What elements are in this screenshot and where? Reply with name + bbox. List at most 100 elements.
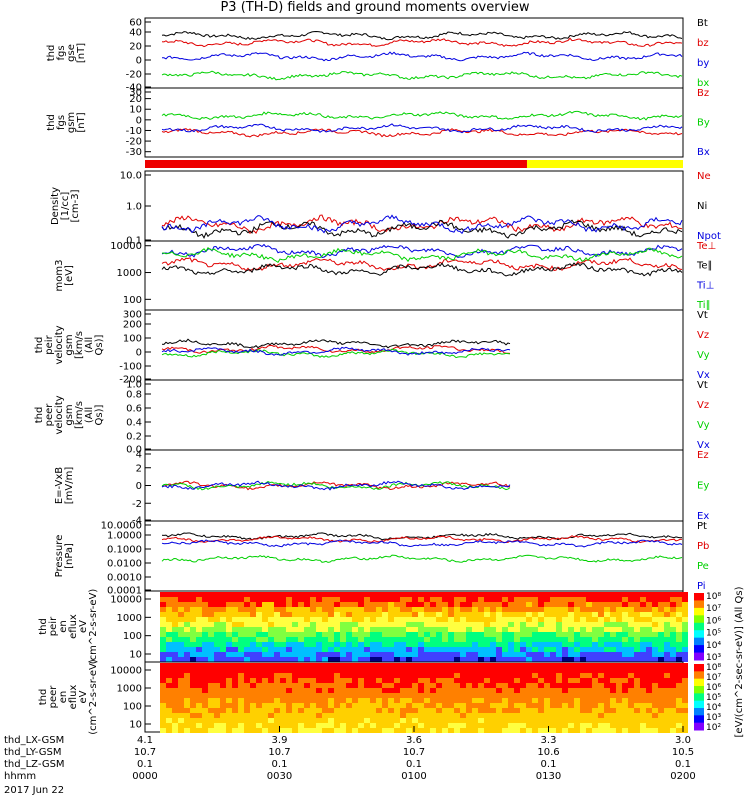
heatmap-cell — [334, 597, 340, 602]
heatmap-cell — [682, 592, 688, 597]
heatmap-cell — [514, 647, 520, 652]
heatmap-cell — [436, 612, 442, 617]
heatmap-cell — [352, 617, 358, 622]
heatmap-cell — [676, 657, 682, 662]
heatmap-cell — [214, 678, 220, 683]
heatmap-cell — [592, 688, 598, 693]
heatmap-cell — [388, 693, 394, 698]
heatmap-cell — [340, 723, 346, 728]
heatmap-cell — [172, 713, 178, 718]
heatmap-cell — [172, 683, 178, 688]
heatmap-cell — [568, 597, 574, 602]
heatmap-cell — [286, 703, 292, 708]
heatmap-cell — [394, 612, 400, 617]
heatmap-cell — [382, 607, 388, 612]
heatmap-cell — [442, 718, 448, 723]
heatmap-cell — [382, 678, 388, 683]
heatmap-cell — [292, 657, 298, 662]
heatmap-cell — [346, 728, 352, 733]
heatmap-cell — [238, 637, 244, 642]
series-line-Ne — [161, 214, 683, 234]
heatmap-cell — [280, 622, 286, 627]
heatmap-cell — [346, 703, 352, 708]
heatmap-cell — [340, 592, 346, 597]
heatmap-cell — [370, 723, 376, 728]
heatmap-cell — [160, 718, 166, 723]
heatmap-cell — [412, 663, 418, 668]
heatmap-cell — [424, 647, 430, 652]
heatmap-cell — [322, 713, 328, 718]
colorbar-segment — [694, 664, 704, 672]
heatmap-cell — [436, 592, 442, 597]
heatmap-cell — [424, 617, 430, 622]
ytick-label: -30 — [126, 147, 142, 158]
heatmap-cell — [286, 647, 292, 652]
heatmap-cell — [622, 652, 628, 657]
heatmap-cell — [478, 723, 484, 728]
heatmap-cell — [562, 713, 568, 718]
heatmap-cell — [658, 607, 664, 612]
colorbar-segment — [694, 693, 704, 702]
heatmap-cell — [550, 723, 556, 728]
series-line-Vx — [161, 346, 511, 356]
heatmap-cell — [670, 668, 676, 673]
heatmap-cell — [658, 663, 664, 668]
heatmap-cell — [262, 632, 268, 637]
heatmap-cell — [646, 708, 652, 713]
heatmap-cell — [202, 627, 208, 632]
heatmap-cell — [586, 713, 592, 718]
heatmap-cell — [508, 688, 514, 693]
heatmap-cell — [334, 668, 340, 673]
heatmap-cell — [628, 683, 634, 688]
heatmap-cell — [232, 657, 238, 662]
heatmap-cell — [586, 693, 592, 698]
heatmap-cell — [178, 652, 184, 657]
heatmap-cell — [454, 602, 460, 607]
heatmap-cell — [466, 632, 472, 637]
colorbar-segment — [694, 671, 704, 680]
heatmap-cell — [400, 642, 406, 647]
heatmap-cell — [574, 703, 580, 708]
heatmap-cell — [430, 728, 436, 733]
colorbar-segment — [694, 600, 704, 609]
heatmap-cell — [682, 607, 688, 612]
heatmap-cell — [358, 723, 364, 728]
heatmap-cell — [304, 657, 310, 662]
heatmap-cell — [538, 637, 544, 642]
heatmap-cell — [544, 652, 550, 657]
heatmap-cell — [544, 678, 550, 683]
heatmap-cell — [574, 642, 580, 647]
heatmap-cell — [646, 642, 652, 647]
heatmap-cell — [436, 622, 442, 627]
heatmap-cell — [502, 723, 508, 728]
heatmap-cell — [382, 693, 388, 698]
heatmap-cell — [550, 647, 556, 652]
heatmap-cell — [322, 703, 328, 708]
heatmap-cell — [268, 637, 274, 642]
heatmap-cell — [310, 678, 316, 683]
heatmap-cell — [454, 657, 460, 662]
heatmap-cell — [658, 668, 664, 673]
heatmap-cell — [238, 607, 244, 612]
heatmap-cell — [454, 652, 460, 657]
heatmap-cell — [226, 642, 232, 647]
heatmap-cell — [346, 602, 352, 607]
colorbar-tick: 10³ — [706, 653, 721, 663]
heatmap-cell — [298, 668, 304, 673]
heatmap-cell — [676, 612, 682, 617]
heatmap-cell — [340, 647, 346, 652]
heatmap-cell — [364, 622, 370, 627]
heatmap-cell — [676, 602, 682, 607]
heatmap-cell — [358, 657, 364, 662]
heatmap-cell — [208, 708, 214, 713]
heatmap-cell — [622, 693, 628, 698]
heatmap-cell — [460, 723, 466, 728]
heatmap-cell — [550, 663, 556, 668]
heatmap-cell — [184, 668, 190, 673]
heatmap-cell — [682, 657, 688, 662]
heatmap-cell — [640, 657, 646, 662]
heatmap-cell — [442, 668, 448, 673]
heatmap-cell — [346, 632, 352, 637]
heatmap-cell — [364, 612, 370, 617]
heatmap-cell — [232, 713, 238, 718]
